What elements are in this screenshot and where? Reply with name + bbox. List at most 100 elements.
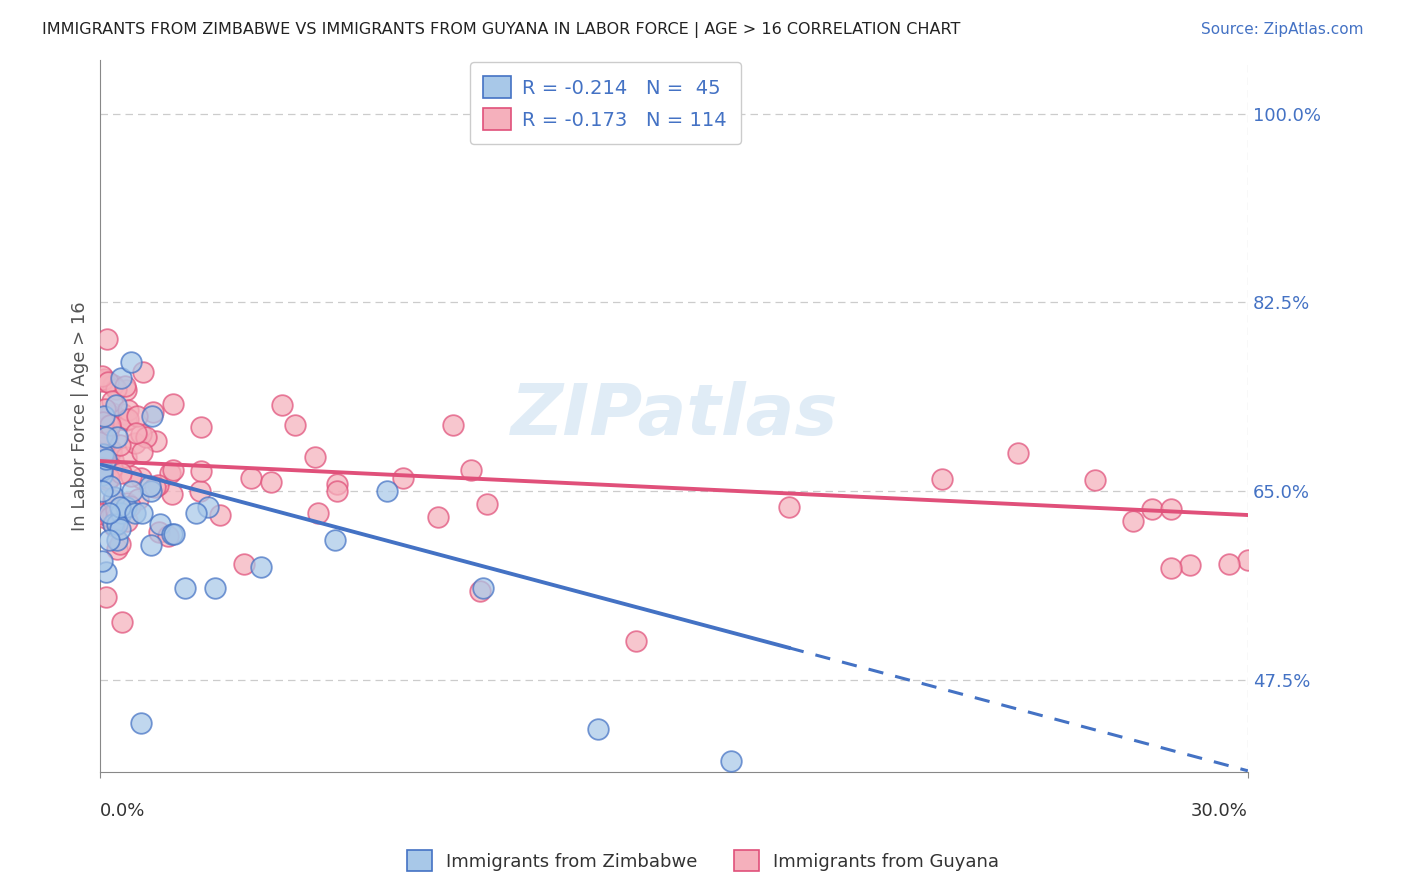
Point <box>1160 502 1182 516</box>
Point <box>91 463 114 477</box>
Point <box>98 479 121 493</box>
Point <box>91 468 114 483</box>
Point <box>118 499 141 513</box>
Point <box>101 461 124 475</box>
Point <box>91 460 114 475</box>
Point <box>101 377 124 392</box>
Point <box>114 500 136 515</box>
Point <box>91 374 114 388</box>
Point <box>108 500 131 515</box>
Point <box>1218 557 1240 571</box>
Point <box>124 435 146 450</box>
Point <box>1007 446 1029 460</box>
Point <box>148 525 170 540</box>
Point <box>624 634 647 648</box>
Point <box>131 506 153 520</box>
Point <box>391 471 413 485</box>
Point <box>586 722 609 736</box>
Point <box>91 368 114 383</box>
Point <box>98 417 121 432</box>
Point <box>124 506 146 520</box>
Point <box>139 479 162 493</box>
Point <box>1237 553 1260 567</box>
Point <box>105 502 128 516</box>
Point <box>105 533 128 547</box>
Point <box>108 522 131 536</box>
Point <box>104 508 127 522</box>
Text: 30.0%: 30.0% <box>1191 802 1249 820</box>
Point <box>91 429 114 443</box>
Point <box>375 484 398 499</box>
Point <box>100 442 122 457</box>
Text: ZIPatlas: ZIPatlas <box>510 381 838 450</box>
Point <box>120 468 142 483</box>
Point <box>471 582 494 596</box>
Point <box>110 506 132 520</box>
Point <box>159 466 181 480</box>
Point <box>91 484 114 499</box>
Point <box>104 511 127 525</box>
Point <box>475 498 498 512</box>
Point <box>91 446 114 460</box>
Point <box>125 425 148 440</box>
Point <box>94 454 117 468</box>
Point <box>103 490 125 504</box>
Point <box>101 508 124 522</box>
Point <box>93 460 115 475</box>
Point <box>105 516 128 531</box>
Point <box>105 430 128 444</box>
Text: IMMIGRANTS FROM ZIMBABWE VS IMMIGRANTS FROM GUYANA IN LABOR FORCE | AGE > 16 COR: IMMIGRANTS FROM ZIMBABWE VS IMMIGRANTS F… <box>42 22 960 38</box>
Y-axis label: In Labor Force | Age > 16: In Labor Force | Age > 16 <box>72 301 89 531</box>
Point <box>114 383 136 397</box>
Point <box>91 429 114 443</box>
Point <box>101 516 124 531</box>
Point <box>91 415 114 429</box>
Point <box>284 418 307 433</box>
Point <box>101 453 124 467</box>
Point <box>127 491 149 506</box>
Point <box>208 508 231 522</box>
Point <box>149 516 172 531</box>
Legend: R = -0.214   N =  45, R = -0.173   N = 114: R = -0.214 N = 45, R = -0.173 N = 114 <box>470 62 741 145</box>
Point <box>239 471 262 485</box>
Point <box>326 484 349 499</box>
Point <box>91 419 114 434</box>
Point <box>441 417 464 432</box>
Point <box>117 496 139 510</box>
Point <box>98 470 121 484</box>
Point <box>143 480 166 494</box>
Point <box>271 398 294 412</box>
Point <box>97 412 120 426</box>
Point <box>91 468 114 483</box>
Point <box>121 484 143 499</box>
Point <box>197 500 219 515</box>
Point <box>97 506 120 520</box>
Point <box>460 463 482 477</box>
Point <box>190 464 212 478</box>
Point <box>98 417 121 432</box>
Point <box>184 506 207 520</box>
Point <box>93 428 115 442</box>
Point <box>120 355 142 369</box>
Point <box>1122 514 1144 528</box>
Point <box>131 445 153 459</box>
Point <box>188 483 211 498</box>
Point <box>93 409 115 423</box>
Point <box>141 409 163 423</box>
Point <box>107 541 129 556</box>
Point <box>94 402 117 417</box>
Point <box>98 510 121 524</box>
Point <box>98 533 121 547</box>
Point <box>162 397 184 411</box>
Point <box>125 409 148 423</box>
Point <box>157 529 180 543</box>
Point <box>114 379 136 393</box>
Point <box>129 716 152 731</box>
Point <box>129 427 152 442</box>
Point <box>97 375 120 389</box>
Point <box>111 615 134 629</box>
Point <box>110 438 132 452</box>
Point <box>117 402 139 417</box>
Point <box>148 477 170 491</box>
Point <box>91 410 114 425</box>
